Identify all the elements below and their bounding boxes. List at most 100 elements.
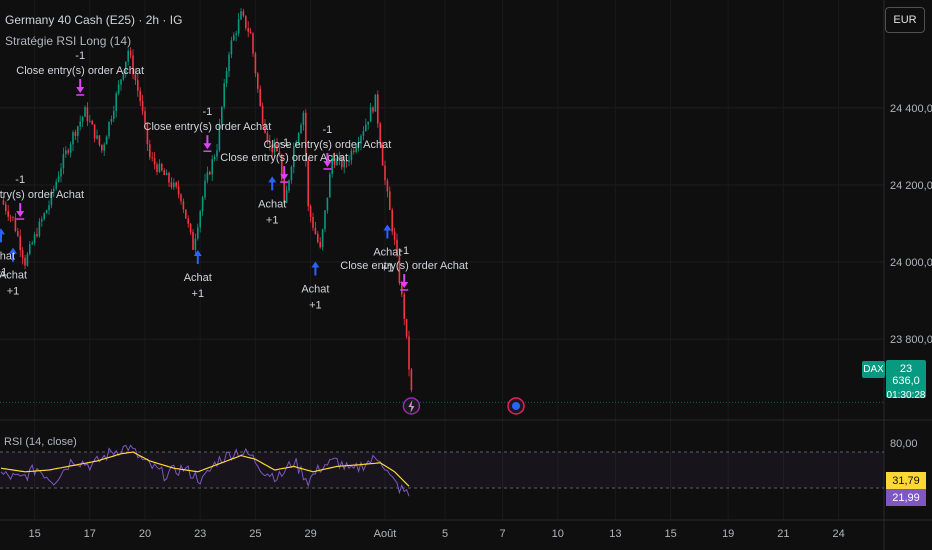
price-tick-label: 24 000,0	[890, 257, 932, 269]
candle-body	[170, 182, 173, 188]
candle-body	[281, 156, 283, 180]
candle-body	[199, 211, 201, 228]
candle-body	[218, 123, 221, 151]
strategy-label[interactable]: Stratégie RSI Long (14)	[5, 34, 132, 48]
candle-body	[410, 369, 413, 391]
candle-body	[386, 180, 389, 192]
time-tick-label: 15	[664, 528, 676, 540]
candle-body	[295, 142, 297, 147]
candle-body	[300, 124, 302, 134]
candle-body	[235, 33, 237, 35]
candle-body	[355, 147, 357, 152]
buy-arrow-icon	[193, 249, 202, 264]
candle-body	[122, 73, 125, 80]
candle-body	[141, 101, 144, 112]
candle-body	[153, 157, 156, 165]
candle-body	[259, 88, 261, 107]
candle-body	[96, 135, 98, 139]
candle-body	[72, 132, 74, 145]
candle-body	[14, 217, 17, 232]
candle-body	[240, 11, 242, 20]
candle-body	[5, 204, 7, 212]
candle-body	[297, 133, 300, 143]
candle-body	[173, 182, 175, 188]
candle-body	[249, 31, 252, 34]
candle-body	[233, 34, 235, 41]
candle-body	[127, 50, 129, 62]
candle-body	[271, 144, 273, 153]
candle-body	[245, 15, 247, 29]
candle-body	[278, 151, 281, 157]
event-glyph-icon	[512, 402, 520, 410]
candle-body	[125, 61, 127, 74]
candle-body	[230, 40, 233, 55]
entry-label: Achat	[301, 284, 329, 296]
candle-body	[33, 234, 36, 243]
rsi-ma-line	[0, 451, 410, 487]
candle-body	[290, 166, 293, 181]
candle-body	[293, 146, 295, 167]
price-tick-label: 23 800,0	[890, 334, 932, 346]
candle-body	[81, 116, 84, 122]
bar-countdown: 01:30:28	[886, 390, 926, 401]
buy-arrow-icon	[268, 176, 277, 191]
candles	[0, 8, 884, 403]
candle-body	[67, 150, 69, 153]
candle-body	[2, 200, 5, 205]
candle-body	[192, 231, 194, 250]
price-tick-label: 24 400,0	[890, 103, 932, 115]
time-tick-label: 19	[722, 528, 734, 540]
rsi-indicator-label[interactable]: RSI (14, close)	[4, 436, 77, 448]
candle-body	[206, 172, 209, 181]
candle-body	[108, 121, 110, 137]
candle-body	[158, 163, 161, 172]
price-tick-label: 24 200,0	[890, 180, 932, 192]
candle-body	[168, 172, 170, 183]
candle-body	[305, 112, 307, 161]
candle-body	[252, 33, 254, 54]
candle-body	[321, 229, 324, 248]
candle-body	[26, 253, 29, 266]
time-tick-label: 10	[552, 528, 564, 540]
candle-body	[187, 218, 189, 224]
candle-body	[189, 223, 192, 232]
candle-body	[317, 233, 319, 243]
close-arrow-icon	[16, 203, 25, 218]
candle-body	[103, 144, 105, 151]
candle-body	[381, 145, 384, 166]
currency-button[interactable]: EUR	[885, 7, 925, 33]
candle-body	[79, 121, 81, 127]
buy-arrow-icon	[311, 261, 320, 276]
exit-label: Close entry(s) order Achat	[340, 260, 468, 272]
entry-qty: +1	[7, 286, 20, 298]
candle-body	[98, 135, 101, 145]
candle-body	[357, 143, 360, 148]
candle-body	[324, 210, 326, 230]
candle-body	[393, 231, 396, 240]
candle-body	[209, 172, 211, 175]
candle-body	[285, 190, 288, 203]
candle-body	[113, 111, 115, 119]
rsi-ma-value-tag: 21,99	[886, 489, 926, 506]
candle-body	[276, 144, 278, 152]
candle-body	[163, 170, 165, 176]
candle-body	[377, 94, 379, 124]
symbol-tag: DAX	[862, 361, 885, 378]
close-arrow-icon	[323, 152, 332, 167]
candle-body	[201, 197, 204, 212]
candle-body	[242, 11, 245, 16]
candle-body	[216, 150, 218, 157]
time-tick-label: 13	[609, 528, 621, 540]
candle-body	[204, 180, 206, 198]
candle-body	[264, 123, 266, 133]
candle-body	[129, 50, 132, 56]
time-tick-label: 29	[304, 528, 316, 540]
candle-body	[38, 221, 41, 237]
candle-body	[89, 120, 91, 122]
candle-body	[197, 227, 199, 239]
candle-body	[326, 197, 329, 211]
candle-body	[261, 106, 264, 124]
exit-label: Close entry(s) order Achat	[16, 65, 144, 77]
close-arrow-icon	[400, 273, 409, 288]
